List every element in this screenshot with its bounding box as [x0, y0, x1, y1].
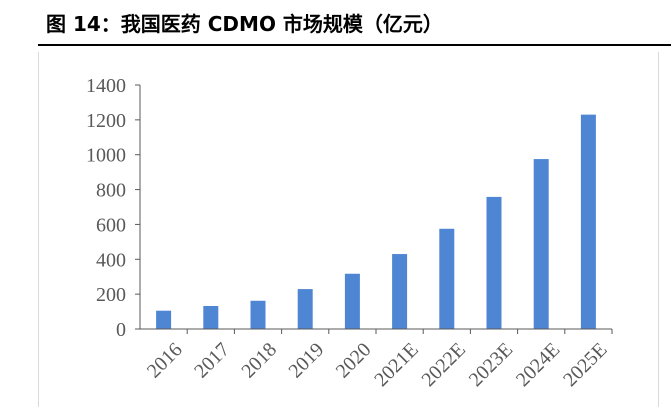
x-tick-label: 2020 — [332, 339, 376, 383]
x-tick-label: 2019 — [285, 339, 329, 383]
y-tick-label: 800 — [96, 180, 126, 202]
bar-2020 — [344, 273, 360, 329]
bars — [156, 114, 596, 329]
x-tick-label: 2018 — [237, 339, 281, 383]
x-tick-label: 2017 — [190, 339, 234, 383]
y-tick-label: 0 — [116, 319, 126, 341]
y-axis: 0 200 400 600 800 1000 1200 1400 — [86, 75, 141, 341]
figure-title: 图 14：我国医药 CDMO 市场规模（亿元） — [46, 12, 443, 36]
chart-frame-left — [38, 52, 39, 407]
x-tick-label: 2022E — [417, 339, 469, 391]
bar-2025E — [580, 114, 596, 329]
x-axis: 2016 2017 2018 2019 20202021E2022E2023E2024E… — [140, 328, 613, 391]
title-rule — [38, 44, 671, 46]
bar-2019 — [297, 289, 313, 329]
figure-header: 图 14：我国医药 CDMO 市场规模（亿元） — [0, 0, 671, 46]
bar-2023E — [486, 196, 502, 329]
x-tick-label: 2023E — [465, 339, 517, 391]
x-tick-label: 2025E — [559, 339, 611, 391]
bar-2018 — [250, 300, 266, 329]
y-tick-label: 1000 — [86, 145, 126, 167]
y-tick-label: 600 — [96, 214, 126, 236]
bar-2021E — [392, 254, 408, 329]
y-tick-label: 200 — [96, 284, 126, 306]
x-tick-label: 2024E — [512, 339, 564, 391]
bar-2016 — [156, 310, 172, 329]
x-tick-label: 2021E — [370, 339, 422, 391]
bar-2022E — [439, 228, 455, 329]
x-tick-label: 2016 — [143, 339, 187, 383]
y-tick-label: 1400 — [86, 75, 126, 97]
y-tick-label: 1200 — [86, 110, 126, 132]
chart-frame-right — [658, 52, 659, 407]
y-tick-label: 400 — [96, 249, 126, 271]
bar-2017 — [203, 305, 219, 329]
bar-2024E — [533, 159, 549, 329]
